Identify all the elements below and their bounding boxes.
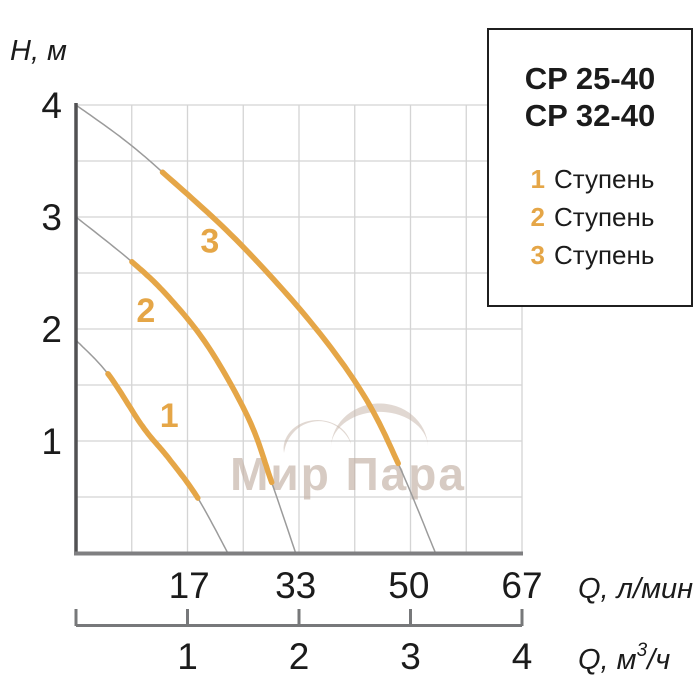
x-axis-m3h [74,609,524,627]
curve-stage-3-highlight [159,169,401,467]
legend-models: CP 25-40 CP 32-40 [489,60,691,134]
legend-box: CP 25-40 CP 32-40 1 Ступень 2 Ступень 3 … [487,28,693,307]
legend-stage-2-label: Ступень [554,201,655,232]
x-axis-title-lmin: Q, л/мин [578,573,693,605]
legend-stage-2-number: 2 [530,201,545,232]
legend-item-stage-1: 1 Ступень [525,160,691,198]
x-tick-labels-lmin: 17 33 50 67 [169,565,543,606]
legend-stage-1-label: Ступень [554,163,655,194]
curve-stage-1-highlight [105,371,201,501]
curve-stage-1-base [75,339,229,554]
y-tick-label: 2 [41,309,62,350]
x-tick-label-m3h: 4 [512,636,533,677]
legend-stage-1-number: 1 [530,163,545,194]
x-tick-labels-m3h: 1 2 3 4 [177,636,532,677]
legend-item-stage-2: 2 Ступень [525,198,691,236]
curve-stage-1-label: 1 [160,397,179,435]
x-tick-label-lmin: 50 [388,565,429,606]
x-axis-title-m3h-tail: /ч [645,644,670,676]
x-tick-label-m3h: 2 [289,636,310,677]
curve-stage-3-label: 3 [200,223,219,261]
y-axis-title: H, м [10,35,67,67]
legend-items: 1 Ступень 2 Ступень 3 Ступень [525,160,691,274]
legend-stage-3-label: Ступень [554,239,655,270]
y-tick-label: 4 [41,85,62,126]
y-tick-label: 1 [41,421,62,462]
legend-model-1: CP 25-40 [524,61,656,96]
watermark-steam-arc-right [330,403,428,450]
legend-stage-3-number: 3 [530,239,545,270]
x-axis-title-m3h-main: Q, м [578,644,637,676]
x-tick-label-m3h: 1 [177,636,198,677]
watermark: Мир Пара [230,403,464,500]
y-tick-label: 3 [41,197,62,238]
x-tick-label-lmin: 17 [169,565,210,606]
legend-item-stage-3: 3 Ступень [525,236,691,274]
x-tick-label-lmin: 67 [501,565,542,606]
pump-curves: 1 2 3 [75,104,437,554]
curve-stage-2-label: 2 [136,292,155,330]
x-tick-label-lmin: 33 [275,565,316,606]
x-axis-title-m3h-sup: 3 [637,640,648,661]
y-tick-labels: 4 3 2 1 [41,85,62,462]
x-axis-title-m3h: Q, м3/ч [578,640,670,676]
curve-stage-2-highlight [129,259,275,486]
x-tick-label-m3h: 3 [400,636,421,677]
legend-model-2: CP 32-40 [524,98,656,133]
